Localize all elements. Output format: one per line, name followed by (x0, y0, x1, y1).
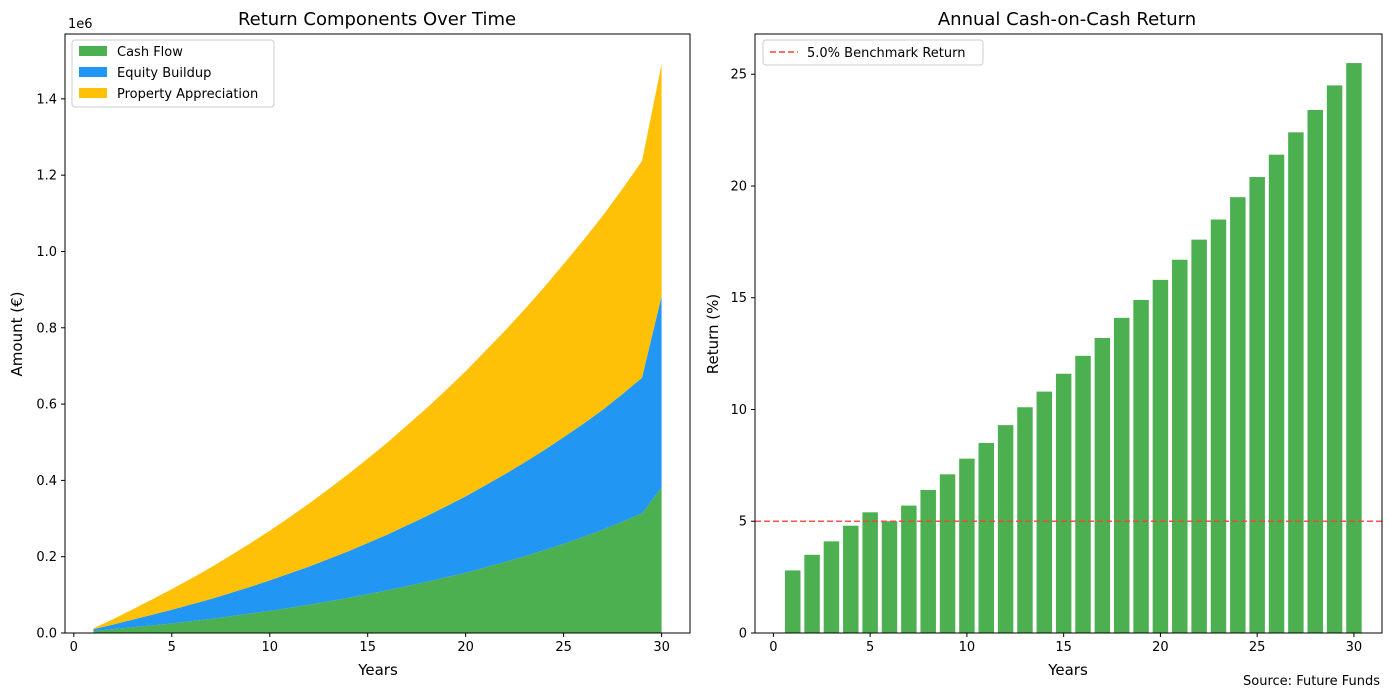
y-tick-label: 1.2 (36, 169, 57, 184)
bar-year-6 (881, 521, 898, 633)
x-tick-label: 5 (866, 640, 874, 655)
legend-label-property-appreciation: Property Appreciation (117, 87, 258, 102)
legend-label-benchmark: 5.0% Benchmark Return (807, 46, 965, 61)
bar-year-13 (1017, 407, 1033, 633)
bar-year-7 (901, 505, 917, 633)
right-chart-title: Annual Cash-on-Cash Return (938, 9, 1196, 30)
left-y-ticks: 0.0 0.2 0.4 0.6 0.8 1.0 1.2 1.4 (36, 92, 65, 642)
left-chart: Return Components Over Time 1e6 0 5 10 15 20… (8, 9, 691, 679)
source-note: Source: Future Funds (1243, 674, 1380, 689)
bar-year-23 (1210, 219, 1227, 633)
x-tick-label: 15 (1055, 640, 1072, 655)
y-tick-label: 0 (739, 627, 747, 642)
y-tick-label: 0.6 (36, 398, 57, 413)
bar-year-21 (1172, 259, 1188, 633)
right-plot-frame (754, 33, 1383, 634)
right-bars (785, 63, 1362, 634)
x-tick-label: 0 (769, 640, 777, 655)
bar-year-17 (1094, 337, 1111, 633)
bar-year-29 (1326, 85, 1343, 633)
legend-swatch-cash-flow (79, 46, 107, 56)
x-tick-label: 5 (168, 640, 176, 655)
y-tick-label: 1.4 (36, 92, 57, 107)
left-x-ticks: 0 5 10 15 20 25 30 (70, 633, 670, 655)
left-area-layers (93, 64, 662, 633)
right-legend-box (762, 39, 984, 66)
right-x-ticks: 0 5 10 15 20 25 30 (769, 633, 1362, 655)
area-cash-flow (93, 487, 662, 633)
legend-swatch-equity-buildup (79, 67, 107, 77)
bar-year-9 (939, 474, 956, 633)
x-tick-label: 30 (1346, 640, 1363, 655)
x-tick-label: 15 (359, 640, 376, 655)
bar-year-5 (862, 512, 878, 633)
y-tick-label: 0.4 (36, 474, 57, 489)
bar-year-1 (785, 570, 801, 633)
bar-year-3 (823, 541, 840, 633)
y-tick-label: 0.2 (36, 550, 57, 565)
bar-year-8 (920, 489, 936, 633)
left-legend: Cash Flow Equity Buildup Property Apprec… (71, 39, 275, 108)
bar-year-12 (997, 425, 1014, 633)
y-tick-label: 0.0 (36, 627, 57, 642)
y-tick-label: 25 (730, 68, 747, 83)
area-property-appreciation (93, 64, 662, 630)
bar-year-22 (1191, 239, 1207, 633)
bar-year-27 (1288, 132, 1304, 633)
right-chart: Annual Cash-on-Cash Return 0 5 10 15 20 25 30 … (704, 9, 1383, 689)
bar-year-2 (804, 554, 820, 633)
bar-year-14 (1036, 391, 1053, 633)
bar-year-20 (1152, 279, 1169, 633)
bar-year-4 (843, 525, 859, 633)
y-tick-label: 10 (730, 403, 747, 418)
x-tick-label: 20 (457, 640, 474, 655)
bar-year-19 (1133, 299, 1149, 633)
bar-year-18 (1113, 317, 1130, 633)
right-y-ticks: 0 5 10 15 20 25 (730, 68, 755, 642)
left-x-axis-label: Years (357, 661, 398, 679)
bar-year-26 (1268, 154, 1285, 633)
x-tick-label: 25 (555, 640, 572, 655)
y-tick-label: 20 (730, 179, 747, 194)
y-tick-label: 15 (730, 291, 747, 306)
right-x-axis-label: Years (1047, 661, 1088, 679)
bar-year-30 (1346, 63, 1362, 634)
bar-year-10 (959, 458, 975, 633)
left-legend-box (71, 39, 275, 108)
right-legend: 5.0% Benchmark Return (762, 39, 984, 66)
left-chart-title: Return Components Over Time (238, 9, 516, 30)
left-plot-frame (64, 33, 691, 634)
legend-swatch-property-appreciation (79, 88, 107, 98)
x-tick-label: 20 (1152, 640, 1169, 655)
right-y-axis-label: Return (%) (704, 294, 722, 375)
x-tick-label: 10 (261, 640, 278, 655)
bar-year-25 (1249, 177, 1265, 634)
left-y-offset-label: 1e6 (68, 17, 93, 32)
bar-year-28 (1307, 109, 1323, 634)
y-tick-label: 5 (739, 515, 747, 530)
bar-year-15 (1055, 373, 1072, 633)
legend-label-cash-flow: Cash Flow (117, 45, 183, 60)
bar-year-11 (978, 443, 994, 633)
y-tick-label: 1.0 (36, 245, 57, 260)
x-tick-label: 0 (70, 640, 78, 655)
x-tick-label: 25 (1249, 640, 1266, 655)
bar-year-16 (1075, 355, 1091, 633)
legend-label-equity-buildup: Equity Buildup (117, 66, 211, 81)
y-tick-label: 0.8 (36, 321, 57, 336)
left-y-axis-label: Amount (€) (8, 292, 26, 377)
area-equity-buildup (93, 296, 662, 632)
x-tick-label: 10 (959, 640, 976, 655)
x-tick-label: 30 (653, 640, 670, 655)
bar-year-24 (1230, 197, 1246, 633)
